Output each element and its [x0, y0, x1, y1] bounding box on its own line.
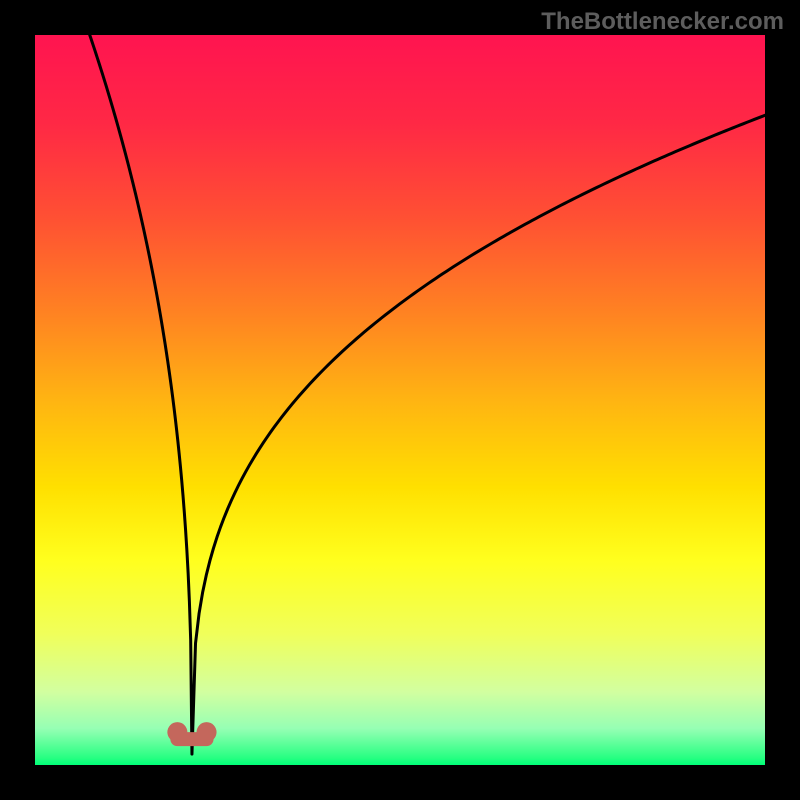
marker-right [197, 722, 217, 742]
curve-layer [35, 35, 765, 765]
watermark-text: TheBottlenecker.com [541, 8, 784, 36]
plot-area [35, 35, 765, 765]
chart-container: TheBottlenecker.com [0, 0, 800, 800]
marker-left [167, 722, 187, 742]
bottleneck-curve [90, 35, 765, 754]
